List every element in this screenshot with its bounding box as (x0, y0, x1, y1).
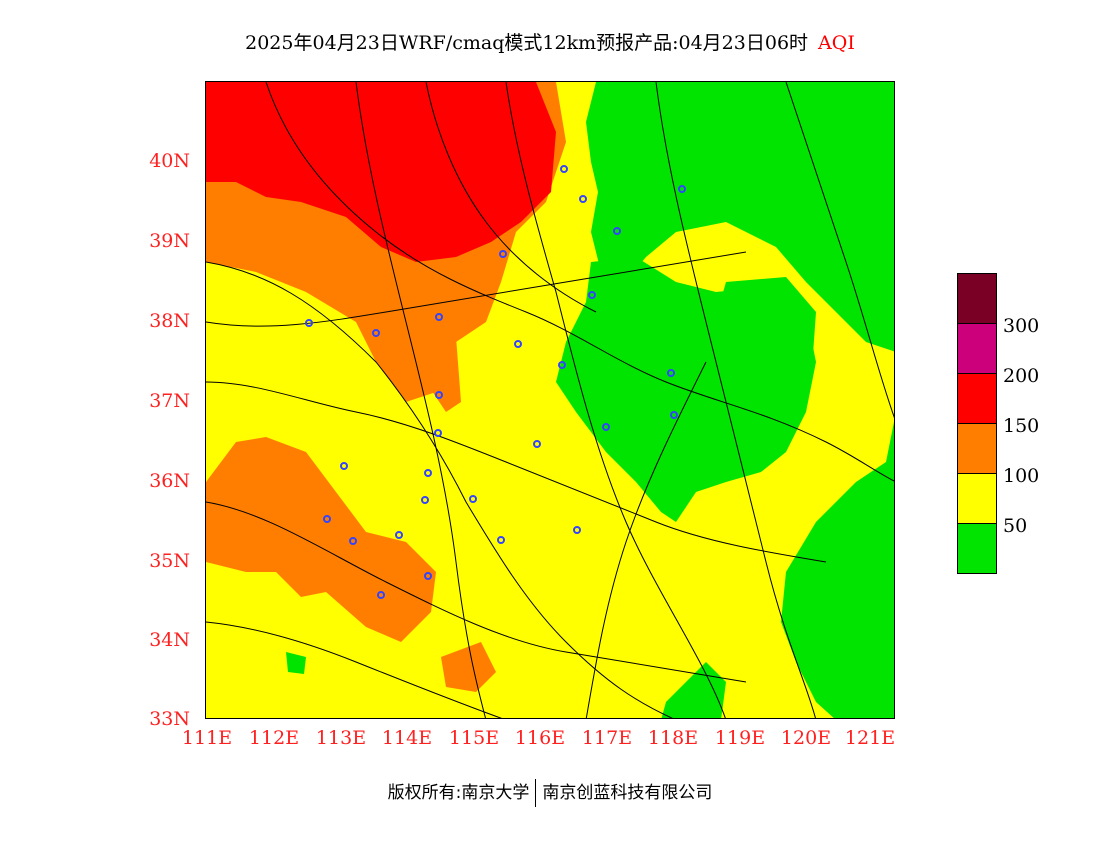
good-zone-northeast (586, 82, 894, 352)
title-variable: AQI (818, 32, 855, 54)
station-marker (372, 329, 380, 337)
station-marker (602, 423, 610, 431)
station-marker (305, 319, 313, 327)
station-marker (499, 250, 507, 258)
station-marker (435, 391, 443, 399)
station-marker (395, 531, 403, 539)
aqi-map-canvas (206, 82, 894, 718)
station-marker (514, 340, 522, 348)
station-marker (421, 496, 429, 504)
y-tick-label: 34N (149, 629, 190, 651)
copyright-footer: 版权所有:南京大学 南京创蓝科技有限公司 (0, 778, 1100, 807)
station-marker (579, 195, 587, 203)
x-tick-label: 115E (448, 727, 500, 749)
y-tick-label: 37N (149, 390, 190, 412)
y-tick-label: 36N (149, 470, 190, 492)
x-tick-label: 116E (514, 727, 566, 749)
legend-label: 300 (1003, 315, 1040, 337)
x-tick-label: 119E (714, 727, 766, 749)
station-marker (670, 411, 678, 419)
y-tick-label: 35N (149, 550, 190, 572)
aqi-map (205, 81, 895, 719)
y-tick-label: 39N (149, 230, 190, 252)
y-tick-label: 40N (149, 150, 190, 172)
x-tick-label: 113E (315, 727, 367, 749)
station-marker (573, 526, 581, 534)
station-marker (349, 537, 357, 545)
station-marker (497, 536, 505, 544)
legend-label: 100 (1003, 465, 1040, 487)
usg-zone-southwest (206, 437, 436, 642)
station-marker (613, 227, 621, 235)
legend-label: 150 (1003, 415, 1040, 437)
station-marker (560, 165, 568, 173)
legend-swatch-very-unhealthy (957, 323, 997, 373)
legend-swatch-unhealthy (957, 373, 997, 423)
station-marker (678, 185, 686, 193)
x-tick-label: 120E (780, 727, 832, 749)
admin-boundaries (206, 82, 894, 718)
station-marker (377, 591, 385, 599)
station-marker (424, 572, 432, 580)
station-marker (435, 313, 443, 321)
x-tick-label: 121E (844, 727, 896, 749)
map-title: 2025年04月23日WRF/cmaq模式12km预报产品:04月23日06时 A… (0, 28, 1100, 55)
usg-zone-central-patch (426, 327, 461, 412)
station-marker (533, 440, 541, 448)
legend-swatch-usg (957, 423, 997, 473)
aqi-legend (957, 273, 997, 574)
copyright-owner: 版权所有:南京大学 (387, 783, 530, 803)
station-marker (340, 462, 348, 470)
good-zone-east-lobe (716, 277, 816, 402)
x-tick-label: 112E (248, 727, 300, 749)
legend-swatch-good (957, 523, 997, 574)
copyright-company: 南京创蓝科技有限公司 (542, 783, 713, 803)
usg-zone-south-patch (441, 642, 496, 692)
y-tick-label: 38N (149, 310, 190, 332)
unhealthy-zone-north (206, 82, 556, 262)
station-marker (424, 469, 432, 477)
x-tick-label: 118E (647, 727, 699, 749)
good-zone-southeast (781, 422, 894, 718)
legend-swatch-moderate (957, 473, 997, 523)
x-tick-label: 117E (581, 727, 633, 749)
station-marker (588, 291, 596, 299)
station-marker (667, 369, 675, 377)
legend-swatch-hazardous (957, 273, 997, 323)
footer-divider (535, 779, 537, 807)
station-marker (434, 429, 442, 437)
legend-label: 200 (1003, 365, 1040, 387)
x-tick-label: 111E (181, 727, 233, 749)
legend-label: 50 (1003, 515, 1028, 537)
station-markers (305, 165, 686, 599)
y-tick-label: 33N (149, 708, 190, 730)
title-main: 2025年04月23日WRF/cmaq模式12km预报产品:04月23日06时 (245, 32, 809, 54)
station-marker (558, 361, 566, 369)
station-marker (469, 495, 477, 503)
good-zone-southwest-patch (286, 652, 306, 674)
station-marker (323, 515, 331, 523)
x-tick-label: 114E (381, 727, 433, 749)
good-zone-mid-patch (626, 422, 656, 454)
